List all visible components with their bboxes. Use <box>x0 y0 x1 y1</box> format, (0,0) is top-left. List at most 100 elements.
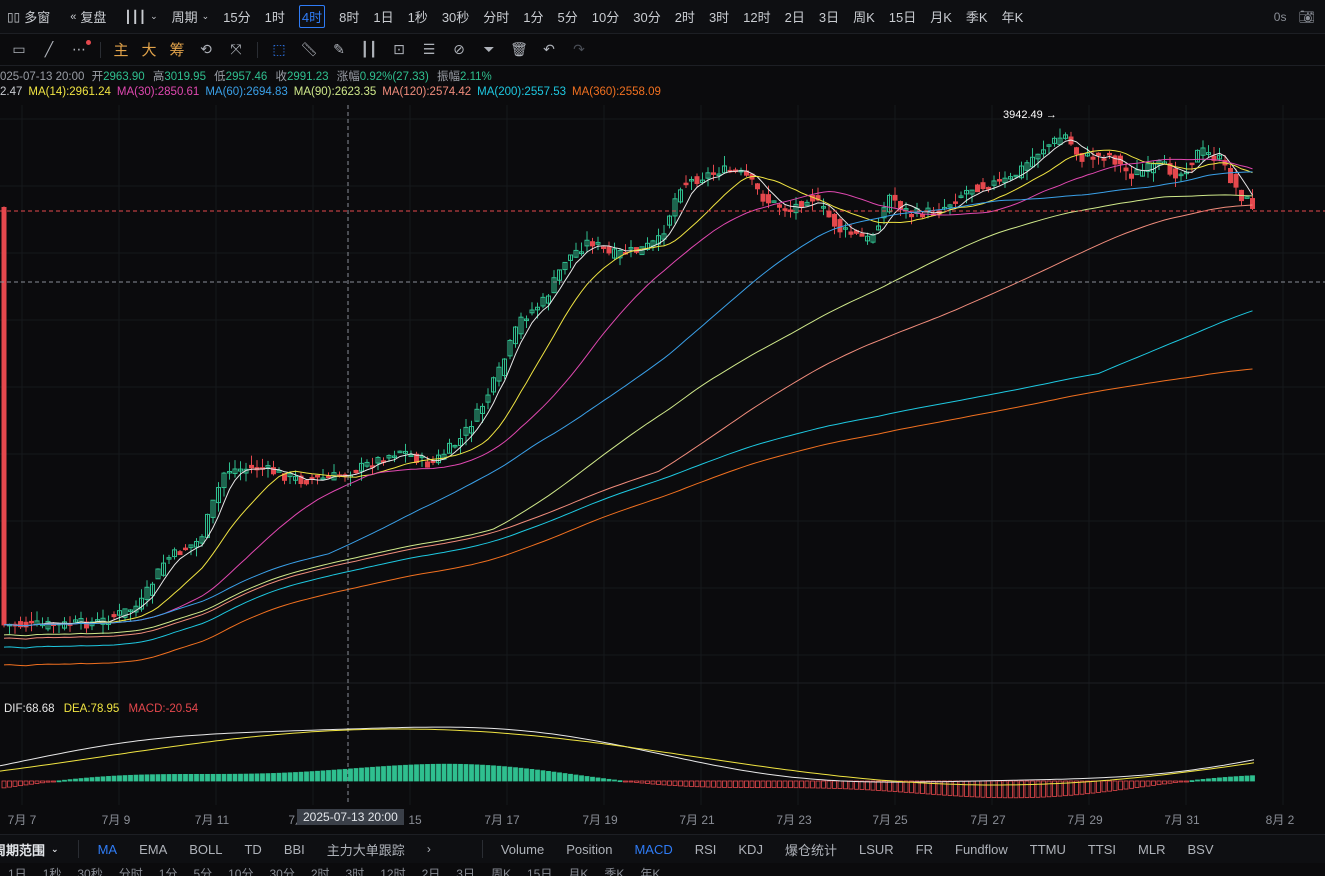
indicator-ma[interactable]: MA <box>97 841 118 857</box>
pen-icon[interactable]: ✎ <box>333 41 345 57</box>
macd-bar <box>392 765 397 782</box>
macd-bar <box>227 773 232 782</box>
secondary-period[interactable]: 分时 <box>118 867 143 876</box>
indicator-macd[interactable]: MACD <box>634 841 673 857</box>
chevron-right-icon[interactable]: › <box>426 842 431 856</box>
period-2[interactable]: 4时 <box>292 0 332 33</box>
secondary-period[interactable]: 12时 <box>380 867 406 876</box>
indicator-ttsi[interactable]: TTSI <box>1087 841 1117 857</box>
candle-tool-icon[interactable]: ┃┃ <box>360 41 378 57</box>
undo-icon[interactable]: ↶ <box>543 41 555 57</box>
candle-body <box>188 544 194 549</box>
rectangle-icon[interactable]: ▭ <box>12 41 26 57</box>
period-10[interactable]: 10分 <box>585 0 626 33</box>
indicator-fundflow[interactable]: Fundflow <box>955 841 1008 857</box>
period-14[interactable]: 12时 <box>736 0 777 33</box>
macd-bar <box>672 780 678 787</box>
candle-body <box>711 172 716 175</box>
indicator-position[interactable]: Position <box>566 841 613 857</box>
big-order-button[interactable]: 大 <box>141 42 157 59</box>
indicator-ttmu[interactable]: TTMU <box>1029 841 1066 857</box>
period-4[interactable]: 1日 <box>366 0 400 33</box>
period-menu-dropdown[interactable]: 周期 ⌄ <box>171 10 210 25</box>
indicator-kdj[interactable]: KDJ <box>738 841 763 857</box>
indicator-bsv[interactable]: BSV <box>1187 841 1214 857</box>
indicator-td[interactable]: TD <box>244 841 262 857</box>
secondary-period[interactable]: 1分 <box>158 867 178 876</box>
redo-icon[interactable]: ↷ <box>573 41 585 57</box>
secondary-period[interactable]: 1秒 <box>42 867 62 876</box>
secondary-period[interactable]: 5分 <box>193 867 213 876</box>
more-dots-icon[interactable]: ⋯ <box>68 39 91 61</box>
secondary-period[interactable]: 30分 <box>269 867 295 876</box>
macd-bar <box>1079 780 1085 795</box>
indicator-lsur[interactable]: LSUR <box>858 841 894 857</box>
secondary-period[interactable]: 3时 <box>345 867 365 876</box>
chart-type-dropdown[interactable]: ┃┃┃ ⌄ <box>117 0 164 33</box>
replay-button[interactable]: « 复盘 <box>70 10 107 25</box>
secondary-period[interactable]: 2时 <box>310 867 330 876</box>
period-7[interactable]: 分时 <box>476 0 516 33</box>
period-13[interactable]: 3时 <box>702 0 736 33</box>
indicator-ema[interactable]: EMA <box>139 841 168 857</box>
secondary-period[interactable]: 月K <box>568 867 589 876</box>
period-21[interactable]: 年K <box>995 0 1031 33</box>
secondary-period[interactable]: 15日 <box>526 867 553 876</box>
indicator-rsi[interactable]: RSI <box>694 841 717 857</box>
secondary-period[interactable]: 10分 <box>228 867 254 876</box>
indicator-爆仓统计[interactable]: 爆仓统计 <box>784 842 837 858</box>
period-16[interactable]: 3日 <box>812 0 846 33</box>
secondary-period[interactable]: 季K <box>604 867 625 876</box>
cursor-select-icon[interactable]: ⬚ <box>272 41 286 57</box>
indicator-主力大单跟踪[interactable]: 主力大单跟踪 <box>326 842 405 858</box>
indicator-mlr[interactable]: MLR <box>1138 841 1166 857</box>
macd-bar <box>760 780 766 789</box>
trash-icon[interactable]: 🗑︎ <box>510 41 528 57</box>
period-3[interactable]: 8时 <box>332 0 366 33</box>
ruler-icon[interactable]: 📏︎ <box>300 41 318 57</box>
macd-bar <box>1129 780 1134 789</box>
secondary-period[interactable]: 1日 <box>8 867 27 876</box>
note-icon[interactable]: ☰ <box>422 41 436 57</box>
macd-bar <box>166 774 172 782</box>
candle-body <box>232 468 238 474</box>
secondary-period[interactable]: 30秒 <box>77 867 103 876</box>
period-9[interactable]: 5分 <box>551 0 585 33</box>
period-12[interactable]: 2时 <box>668 0 702 33</box>
time-axis-label: 7月 23 <box>776 813 812 827</box>
indicator-boll[interactable]: BOLL <box>189 841 223 857</box>
macd-bar <box>804 780 810 789</box>
period-1[interactable]: 1时 <box>258 0 292 33</box>
secondary-period[interactable]: 2日 <box>421 867 441 876</box>
magnet-icon[interactable]: ⊘ <box>453 41 465 57</box>
sync-icon[interactable]: ⟲ <box>200 41 212 57</box>
period-11[interactable]: 30分 <box>626 0 667 33</box>
indicator-fr[interactable]: FR <box>915 841 933 857</box>
macd-bar <box>183 773 188 782</box>
line-icon[interactable]: ╱ <box>44 41 54 57</box>
period-18[interactable]: 15日 <box>882 0 923 33</box>
secondary-period[interactable]: 3日 <box>456 867 475 876</box>
period-5[interactable]: 1秒 <box>401 0 435 33</box>
indicator-volume[interactable]: Volume <box>500 841 545 857</box>
indicator-bbi[interactable]: BBI <box>283 841 305 857</box>
period-8[interactable]: 1分 <box>516 0 550 33</box>
lock-icon[interactable]: ⊡ <box>393 41 405 57</box>
period-15[interactable]: 2日 <box>778 0 812 33</box>
amplitude-value: 2.11% <box>459 71 492 83</box>
camera-icon[interactable]: 📷︎ <box>1298 8 1315 24</box>
period-17[interactable]: 周K <box>846 0 882 33</box>
period-range-dropdown[interactable]: 周期范围 ⌄ <box>0 842 59 858</box>
period-20[interactable]: 季K <box>959 0 995 33</box>
clear-drawing-icon[interactable]: ⤧ <box>230 41 242 57</box>
secondary-period[interactable]: 周K <box>490 867 511 876</box>
main-force-button[interactable]: 主 <box>113 42 129 59</box>
multi-window-button[interactable]: ▯▯ 多窗 <box>7 9 51 26</box>
period-6[interactable]: 30秒 <box>435 0 476 33</box>
secondary-period[interactable]: 年K <box>640 867 661 876</box>
price-chart[interactable]: 3942.49 → <box>0 105 1325 805</box>
chip-button[interactable]: 筹 <box>169 42 185 59</box>
period-0[interactable]: 15分 <box>216 0 257 33</box>
filter-icon[interactable]: ⏷ <box>483 41 495 57</box>
period-19[interactable]: 月K <box>923 0 959 33</box>
